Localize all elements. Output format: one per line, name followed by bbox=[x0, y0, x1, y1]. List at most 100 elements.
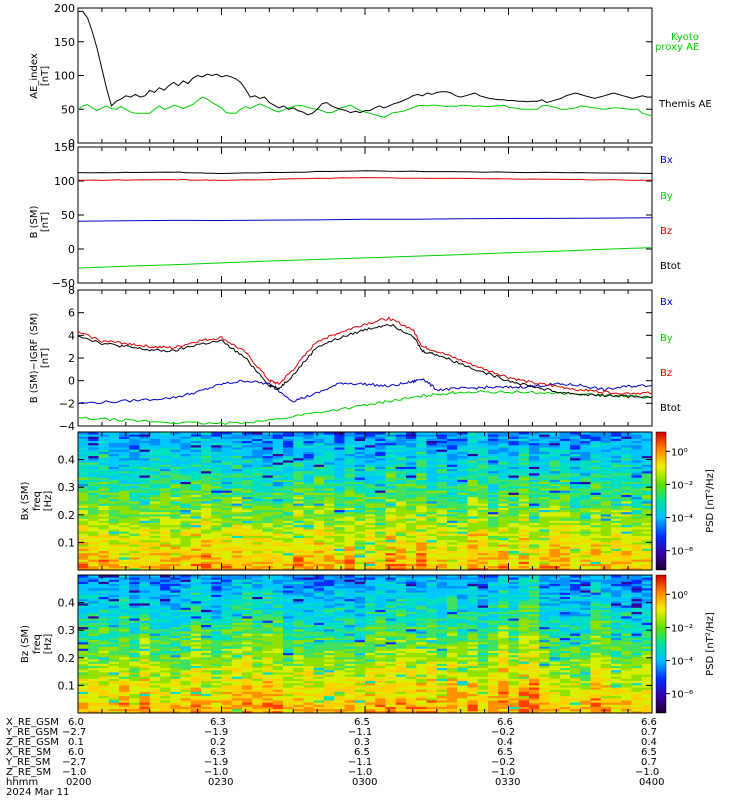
spectrogram-cell bbox=[149, 631, 161, 634]
spectrogram-cell bbox=[149, 672, 161, 675]
spectrogram-cell bbox=[149, 652, 161, 656]
spectrogram-cell bbox=[365, 434, 376, 437]
spectrogram-cell bbox=[221, 669, 233, 673]
spectrogram-cell bbox=[611, 522, 622, 526]
spectrogram-cell bbox=[375, 520, 386, 523]
spectrogram-cell bbox=[375, 460, 386, 463]
spectrogram-cell bbox=[641, 490, 653, 493]
spectrogram-cell bbox=[211, 626, 222, 630]
spectrogram-cell bbox=[242, 550, 253, 554]
spectrogram-cell bbox=[365, 554, 376, 558]
spectrogram-cell bbox=[477, 432, 489, 435]
spectrogram-cell bbox=[170, 689, 181, 692]
spectrogram-cell bbox=[375, 524, 386, 528]
spectrogram-cell bbox=[375, 434, 386, 437]
spectrogram-cell bbox=[211, 706, 222, 710]
spectrogram-cell bbox=[549, 565, 561, 569]
spectrogram-cell bbox=[231, 475, 243, 478]
spectrogram-cell bbox=[293, 442, 304, 446]
spectrogram-cell bbox=[283, 550, 294, 554]
spectrogram-cell bbox=[631, 498, 643, 502]
spectrogram-cell bbox=[641, 518, 653, 521]
spectrogram-cell bbox=[190, 533, 202, 536]
spectrogram-cell bbox=[88, 676, 99, 679]
spectrogram-cell bbox=[88, 531, 99, 534]
spectrogram-cell bbox=[631, 492, 643, 495]
spectrogram-cell bbox=[242, 492, 253, 495]
spectrogram-cell bbox=[529, 526, 540, 530]
spectrogram-cell bbox=[190, 680, 202, 684]
spectrogram-cell bbox=[508, 453, 520, 457]
spectrogram-cell bbox=[129, 680, 140, 684]
spectrogram-cell bbox=[129, 663, 140, 666]
spectrogram-cell bbox=[129, 708, 140, 712]
spectrogram-cell bbox=[211, 541, 222, 545]
spectrogram-cell bbox=[190, 702, 202, 705]
spectrogram-cell bbox=[303, 537, 315, 541]
spectrogram-cell bbox=[324, 455, 335, 459]
spectrogram-cell bbox=[78, 684, 89, 688]
spectrogram-cell bbox=[283, 462, 294, 465]
spectrogram-cell bbox=[170, 466, 181, 470]
spectrogram-cell bbox=[139, 511, 151, 515]
spectrogram-cell bbox=[252, 432, 263, 435]
spectrogram-cell bbox=[242, 581, 253, 585]
spectrogram-cell bbox=[365, 451, 376, 454]
spectrogram-cell bbox=[570, 432, 581, 435]
spectrogram-cell bbox=[88, 687, 99, 690]
spectrogram-cell bbox=[488, 496, 499, 500]
spectrogram-cell bbox=[600, 507, 612, 511]
y-tick-label: 50 bbox=[61, 103, 75, 116]
spectrogram-cell bbox=[477, 468, 489, 472]
spectrogram-cell bbox=[518, 462, 530, 465]
spectrogram-cell bbox=[160, 475, 171, 478]
spectrogram-cell bbox=[119, 577, 130, 580]
spectrogram-cell bbox=[354, 488, 366, 491]
spectrogram-cell bbox=[447, 440, 458, 444]
spectrogram-cell bbox=[160, 552, 171, 556]
spectrogram-cell bbox=[242, 559, 253, 562]
spectrogram-cell bbox=[211, 475, 222, 478]
spectrogram-cell bbox=[611, 563, 622, 567]
spectrogram-cell bbox=[231, 605, 243, 608]
spectrogram-cell bbox=[375, 485, 386, 489]
spectrogram-cell bbox=[88, 457, 99, 461]
spectrogram-cell bbox=[416, 490, 427, 493]
spectrogram-cell bbox=[221, 611, 233, 615]
spectrogram-cell bbox=[529, 537, 540, 541]
y-ticks: 0.10.20.30.4 bbox=[58, 432, 653, 570]
spectrogram-cell bbox=[190, 554, 202, 558]
spectrogram-cell bbox=[190, 644, 202, 647]
spectrogram-cell bbox=[108, 531, 120, 534]
spectrogram-cell bbox=[303, 434, 315, 437]
spectrogram-cell bbox=[416, 494, 427, 498]
y-axis-units: [nT] bbox=[40, 212, 51, 232]
spectrogram-cell bbox=[149, 557, 161, 560]
spectrogram-cell bbox=[149, 509, 161, 513]
spectrogram-cell bbox=[344, 524, 356, 528]
spectrogram-cell bbox=[139, 440, 151, 444]
spectrogram-cell bbox=[416, 539, 427, 543]
spectrogram-cell bbox=[580, 485, 591, 489]
spectrogram-cell bbox=[242, 524, 253, 528]
spectrogram-cell bbox=[365, 477, 376, 480]
spectrogram-cell bbox=[570, 436, 581, 439]
spectrogram-cell bbox=[129, 684, 140, 688]
spectrogram-cell bbox=[252, 485, 263, 489]
spectrogram-cell bbox=[457, 557, 468, 560]
spectrogram-cell bbox=[559, 485, 571, 489]
spectrogram-cell bbox=[559, 526, 571, 530]
spectrogram-cell bbox=[170, 470, 181, 474]
spectrogram-cell bbox=[600, 546, 612, 549]
spectrogram-cell bbox=[549, 535, 561, 539]
spectrogram-cell bbox=[457, 516, 468, 519]
spectrogram-cell bbox=[498, 520, 509, 523]
spectrogram-cell bbox=[436, 466, 448, 470]
spectrogram-cell bbox=[170, 661, 181, 664]
spectrogram-cell bbox=[344, 492, 356, 495]
spectrogram-cell bbox=[467, 509, 479, 513]
spectrogram-cell bbox=[611, 436, 622, 439]
spectrogram-cell bbox=[488, 457, 499, 461]
spectrogram-cell bbox=[221, 646, 233, 649]
spectrogram-cell bbox=[78, 672, 89, 675]
